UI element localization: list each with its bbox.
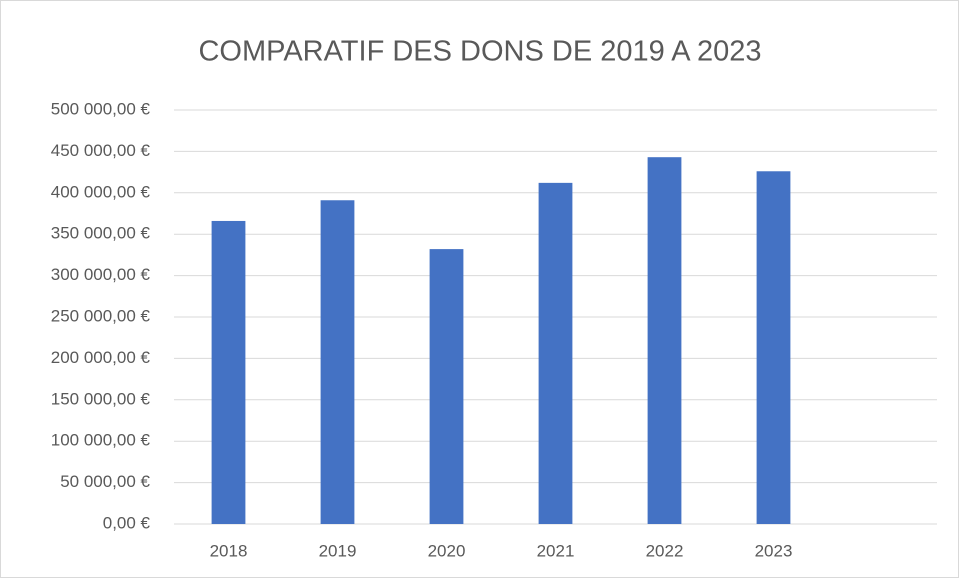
bar xyxy=(320,200,355,524)
y-tick-label: 400 000,00 € xyxy=(51,182,151,201)
y-tick-label: 350 000,00 € xyxy=(51,224,151,243)
x-tick-label: 2020 xyxy=(428,541,466,560)
bar xyxy=(538,182,573,524)
y-tick-label: 150 000,00 € xyxy=(51,389,151,408)
y-tick-label: 50 000,00 € xyxy=(60,472,150,491)
y-tick-label: 500 000,00 € xyxy=(51,99,151,118)
x-tick-label: 2023 xyxy=(755,541,793,560)
bar xyxy=(429,249,464,524)
x-tick-label: 2018 xyxy=(210,541,248,560)
y-tick-label: 100 000,00 € xyxy=(51,431,151,450)
y-tick-label: 300 000,00 € xyxy=(51,265,151,284)
bar xyxy=(647,157,682,525)
y-tick-label: 0,00 € xyxy=(103,513,151,532)
y-tick-label: 200 000,00 € xyxy=(51,348,151,367)
bar xyxy=(756,171,791,524)
x-tick-label: 2019 xyxy=(319,541,357,560)
x-tick-label: 2021 xyxy=(537,541,575,560)
y-tick-label: 250 000,00 € xyxy=(51,306,151,325)
x-tick-label: 2022 xyxy=(646,541,684,560)
bar xyxy=(211,220,246,524)
chart-title: COMPARATIF DES DONS DE 2019 A 2023 xyxy=(198,36,761,68)
y-tick-label: 450 000,00 € xyxy=(51,141,151,160)
